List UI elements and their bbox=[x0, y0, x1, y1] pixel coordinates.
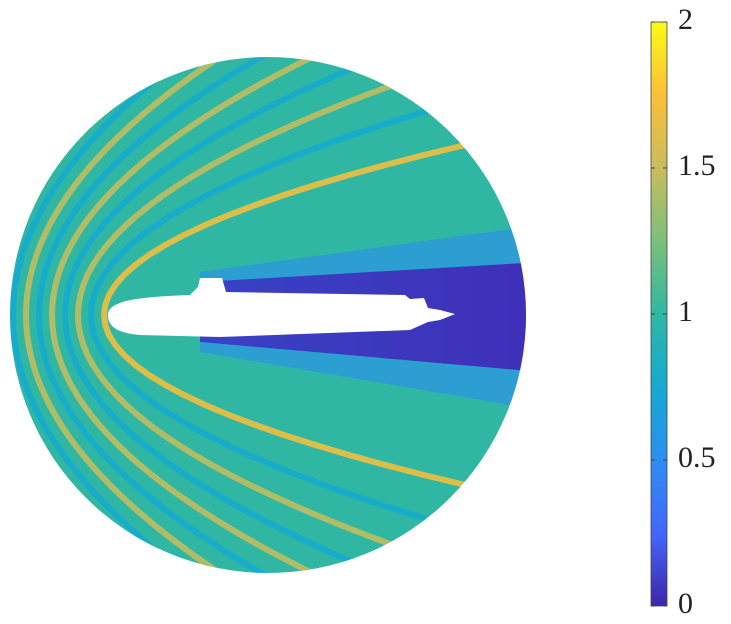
wave-crest bbox=[48, 57, 405, 573]
wave-crest bbox=[22, 57, 290, 573]
wave-crest bbox=[74, 57, 526, 573]
wave-crest bbox=[10, 57, 247, 573]
colorbar-tick-label: 1 bbox=[678, 295, 693, 328]
colorbar-tick-label: 1.5 bbox=[678, 149, 716, 182]
wave-crest bbox=[10, 57, 14, 573]
wave-crest bbox=[100, 57, 526, 573]
wave-crest bbox=[61, 57, 491, 573]
wave-crest bbox=[35, 57, 341, 573]
colorbar-tick-label: 2 bbox=[678, 3, 693, 36]
shadow-edge bbox=[200, 225, 526, 282]
submarine bbox=[108, 278, 455, 337]
wave-crest bbox=[87, 57, 526, 573]
shadow-edge bbox=[200, 342, 526, 410]
colorbar-tick-label: 0 bbox=[678, 587, 693, 620]
colorbar-tick-label: 0.5 bbox=[678, 441, 716, 474]
